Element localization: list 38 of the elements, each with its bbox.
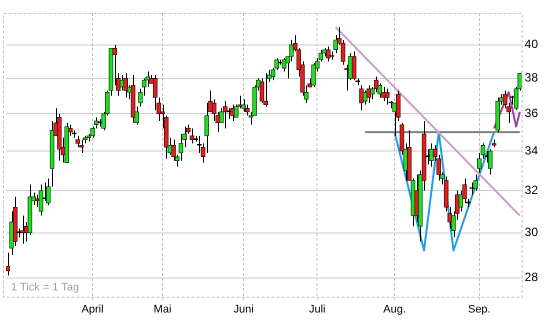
x-tick-label: Aug. (383, 303, 406, 316)
candlestick (289, 39, 294, 62)
y-tick-label: 38 (524, 70, 538, 85)
candlestick (38, 184, 44, 216)
y-tick-label: 30 (524, 225, 538, 240)
candlestick (458, 190, 464, 212)
candlestick (260, 78, 264, 104)
candlestick (263, 72, 268, 107)
y-tick-label: 28 (524, 270, 538, 284)
x-tick-label: Sep. (468, 303, 491, 316)
candlestick (502, 90, 508, 109)
candlestick (381, 86, 386, 102)
annotation: 1 Tick = 1 Tag (11, 281, 79, 294)
y-tick-label: 32 (524, 182, 538, 197)
candlestick (6, 252, 10, 276)
candlestick (488, 148, 493, 176)
y-tick-label: 36 (524, 106, 538, 120)
candlestick (212, 98, 216, 122)
candlestick (352, 50, 356, 81)
candlestick (120, 74, 124, 92)
x-tick-label: April (82, 303, 104, 316)
candlestick (282, 58, 286, 72)
candlestick (75, 135, 80, 148)
candlestick (241, 98, 246, 112)
candlestick (79, 139, 84, 154)
candlestick (473, 174, 478, 192)
candlestick (384, 88, 390, 106)
candlestick (178, 133, 184, 162)
candlestick (204, 102, 210, 154)
candlestick (152, 74, 158, 111)
y-tick-label: 34 (524, 143, 538, 158)
candlestick (222, 100, 228, 129)
x-tick-label: Juni (233, 303, 254, 316)
x-tick-label: Juli (308, 303, 326, 316)
candlestick (46, 178, 51, 206)
candlestick (123, 72, 128, 98)
y-tick-label: 40 (524, 37, 538, 52)
x-tick-label: Mai (154, 303, 172, 316)
